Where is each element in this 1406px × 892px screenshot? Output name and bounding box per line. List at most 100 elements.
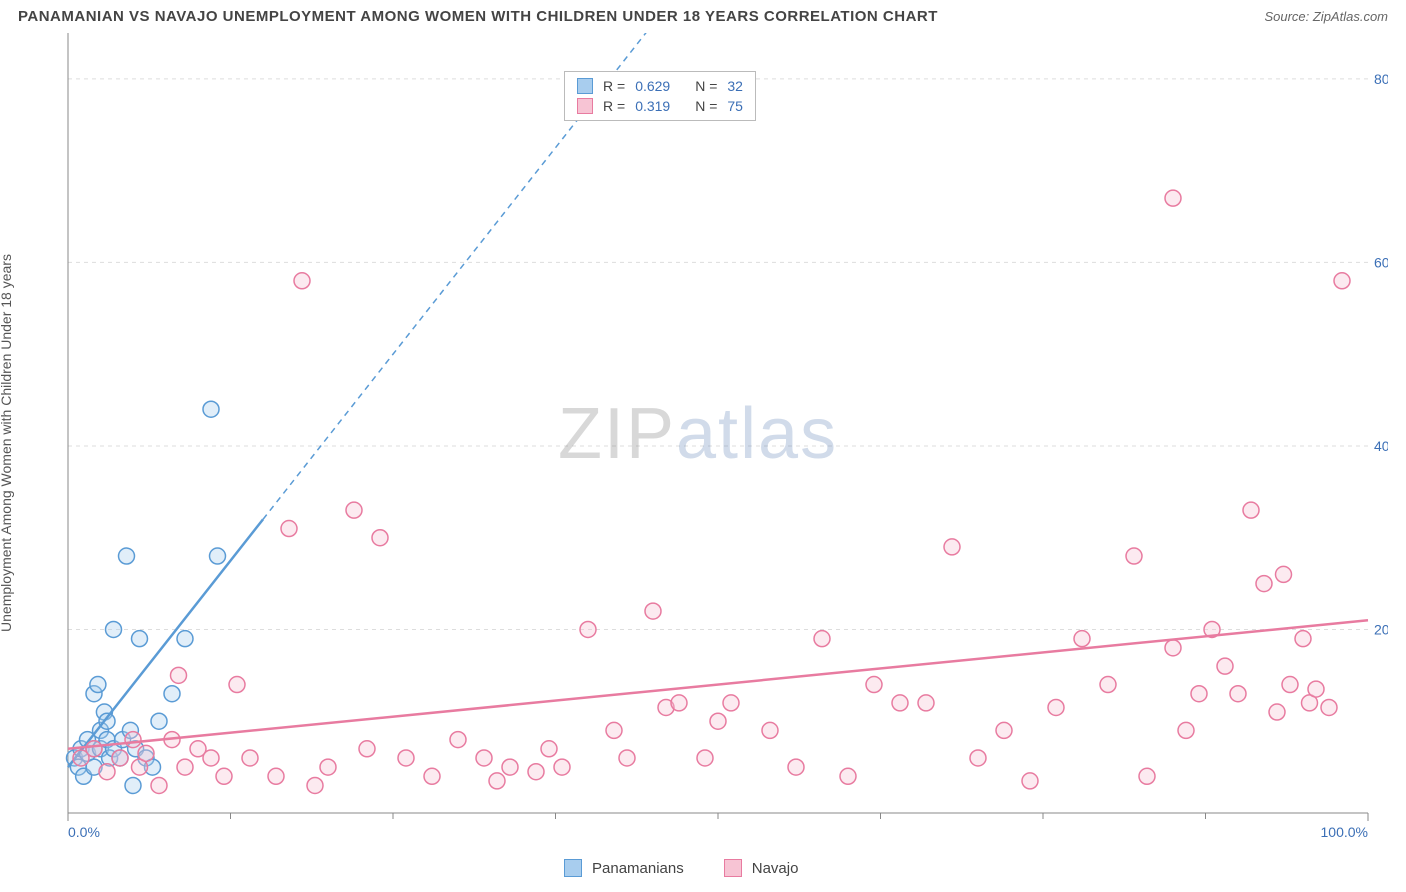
data-point bbox=[1230, 686, 1246, 702]
stat-label-r: R = bbox=[603, 98, 625, 114]
data-point bbox=[606, 722, 622, 738]
stat-label-n: N = bbox=[695, 78, 717, 94]
chart-title: PANAMANIAN VS NAVAJO UNEMPLOYMENT AMONG … bbox=[18, 8, 938, 25]
data-point bbox=[450, 732, 466, 748]
trend-line bbox=[68, 519, 263, 767]
data-point bbox=[502, 759, 518, 775]
data-point bbox=[359, 741, 375, 757]
data-point bbox=[1269, 704, 1285, 720]
svg-text:20.0%: 20.0% bbox=[1374, 621, 1388, 637]
data-point bbox=[106, 621, 122, 637]
data-point bbox=[840, 768, 856, 784]
stat-label-r: R = bbox=[603, 78, 625, 94]
data-point bbox=[171, 667, 187, 683]
data-point bbox=[1191, 686, 1207, 702]
data-point bbox=[216, 768, 232, 784]
data-point bbox=[970, 750, 986, 766]
data-point bbox=[541, 741, 557, 757]
data-point bbox=[125, 777, 141, 793]
data-point bbox=[1217, 658, 1233, 674]
chart-header: PANAMANIAN VS NAVAJO UNEMPLOYMENT AMONG … bbox=[0, 0, 1406, 29]
data-point bbox=[203, 750, 219, 766]
legend-label: Navajo bbox=[752, 860, 799, 877]
data-point bbox=[1074, 631, 1090, 647]
legend-swatch bbox=[724, 859, 742, 877]
data-point bbox=[1126, 548, 1142, 564]
data-point bbox=[814, 631, 830, 647]
data-point bbox=[1295, 631, 1311, 647]
svg-text:0.0%: 0.0% bbox=[68, 824, 100, 840]
svg-text:80.0%: 80.0% bbox=[1374, 71, 1388, 87]
data-point bbox=[580, 621, 596, 637]
data-point bbox=[476, 750, 492, 766]
data-point bbox=[229, 677, 245, 693]
data-point bbox=[710, 713, 726, 729]
stat-value-r: 0.319 bbox=[635, 98, 685, 114]
data-point bbox=[866, 677, 882, 693]
data-point bbox=[762, 722, 778, 738]
stats-row: R = 0.319 N = 75 bbox=[565, 96, 755, 116]
data-point bbox=[1256, 576, 1272, 592]
data-point bbox=[210, 548, 226, 564]
source-attribution: Source: ZipAtlas.com bbox=[1264, 9, 1388, 24]
data-point bbox=[281, 521, 297, 537]
stat-value-r: 0.629 bbox=[635, 78, 685, 94]
data-point bbox=[86, 741, 102, 757]
data-point bbox=[489, 773, 505, 789]
data-point bbox=[203, 401, 219, 417]
data-point bbox=[99, 764, 115, 780]
data-point bbox=[151, 777, 167, 793]
data-point bbox=[918, 695, 934, 711]
data-point bbox=[554, 759, 570, 775]
correlation-stats-box: R =0.629N =32R =0.319N =75 bbox=[564, 71, 756, 121]
data-point bbox=[151, 713, 167, 729]
data-point bbox=[723, 695, 739, 711]
data-point bbox=[788, 759, 804, 775]
data-point bbox=[1321, 699, 1337, 715]
data-point bbox=[177, 631, 193, 647]
legend-swatch bbox=[577, 98, 593, 114]
data-point bbox=[619, 750, 635, 766]
data-point bbox=[1165, 640, 1181, 656]
data-point bbox=[1308, 681, 1324, 697]
data-point bbox=[1282, 677, 1298, 693]
data-point bbox=[372, 530, 388, 546]
svg-text:60.0%: 60.0% bbox=[1374, 254, 1388, 270]
series-legend: Panamanians Navajo bbox=[564, 859, 798, 877]
data-point bbox=[1178, 722, 1194, 738]
data-point bbox=[996, 722, 1012, 738]
scatter-chart: 20.0% 40.0% 60.0% 80.0% 0.0% 100.0% bbox=[18, 33, 1388, 853]
legend-item: Panamanians bbox=[564, 859, 684, 877]
stats-row: R =0.629N =32 bbox=[565, 76, 755, 96]
svg-text:40.0%: 40.0% bbox=[1374, 438, 1388, 454]
data-point bbox=[307, 777, 323, 793]
data-point bbox=[346, 502, 362, 518]
data-point bbox=[294, 273, 310, 289]
data-point bbox=[125, 732, 141, 748]
data-point bbox=[398, 750, 414, 766]
y-axis-label: Unemployment Among Women with Children U… bbox=[0, 254, 14, 632]
data-point bbox=[164, 686, 180, 702]
data-point bbox=[645, 603, 661, 619]
data-point bbox=[138, 745, 154, 761]
data-point bbox=[268, 768, 284, 784]
legend-swatch bbox=[577, 78, 593, 94]
chart-container: Unemployment Among Women with Children U… bbox=[18, 33, 1388, 853]
stat-value-n: 75 bbox=[727, 98, 743, 114]
data-point bbox=[892, 695, 908, 711]
legend-swatch bbox=[564, 859, 582, 877]
legend-item: Navajo bbox=[724, 859, 799, 877]
stat-label-n: N = bbox=[695, 98, 717, 114]
data-point bbox=[112, 750, 128, 766]
data-point bbox=[320, 759, 336, 775]
data-point bbox=[1276, 566, 1292, 582]
data-point bbox=[697, 750, 713, 766]
data-point bbox=[528, 764, 544, 780]
data-point bbox=[424, 768, 440, 784]
data-point bbox=[132, 631, 148, 647]
data-point bbox=[671, 695, 687, 711]
data-point bbox=[119, 548, 135, 564]
legend-label: Panamanians bbox=[592, 860, 684, 877]
svg-text:100.0%: 100.0% bbox=[1321, 824, 1368, 840]
data-point bbox=[1243, 502, 1259, 518]
